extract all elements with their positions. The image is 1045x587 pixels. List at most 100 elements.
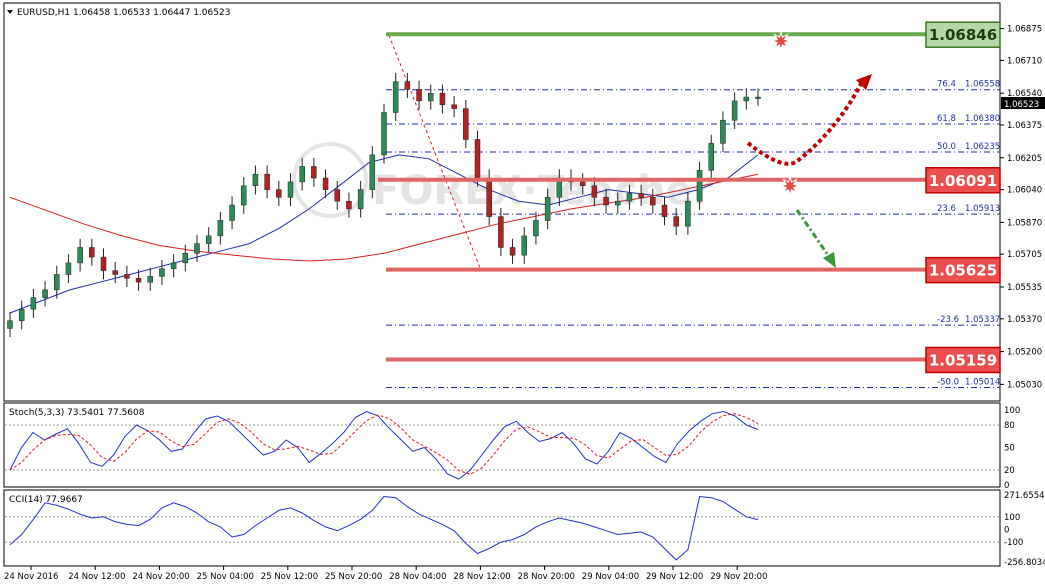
scenario-up-arrow xyxy=(746,77,866,166)
candle-body xyxy=(217,220,224,237)
candle-body xyxy=(89,247,95,258)
stoch-tick-label: 20 xyxy=(1004,466,1015,476)
key-level-box xyxy=(925,346,1001,374)
candle-body xyxy=(416,89,422,102)
candle-body xyxy=(299,166,305,183)
symbol-dropdown-icon[interactable] xyxy=(7,10,13,14)
main-pane-frame xyxy=(3,2,1001,402)
time-tick-label: 25 Nov 20:00 xyxy=(325,572,382,582)
candle-body xyxy=(241,185,247,206)
cci-pane-frame xyxy=(3,489,1001,567)
candle-body xyxy=(54,274,60,291)
candle-body xyxy=(194,243,200,254)
time-tick-label: 28 Nov 04:00 xyxy=(389,572,446,582)
fib-level-price: 1.05913 xyxy=(965,204,1000,214)
candle-body xyxy=(357,189,364,210)
current-price-label: 1.06523 xyxy=(1004,100,1039,110)
candle-body xyxy=(685,200,691,227)
cci-tick-label: -256.8034 xyxy=(1004,558,1045,568)
candle-body xyxy=(287,181,294,198)
candlesticks xyxy=(7,72,761,338)
cci-tick-label: -100 xyxy=(1004,538,1023,548)
stoch-main-line xyxy=(9,410,759,480)
time-tick-label: 24 Nov 20:00 xyxy=(132,572,189,582)
candle-body xyxy=(696,170,703,202)
price-tick-label: 1.06710 xyxy=(1007,56,1042,66)
breakdown-burst-icon xyxy=(779,175,801,197)
candle-body xyxy=(708,143,714,171)
fib-level-price: 1.06235 xyxy=(965,142,1000,152)
time-tick-label: 25 Nov 04:00 xyxy=(197,572,254,582)
cci-indicator: 271.6554 100 0 -100 -256.8034 xyxy=(5,491,1045,568)
fib-level-pct: 50.0 xyxy=(937,142,956,152)
fib-level-price: 1.06558 xyxy=(965,80,1000,90)
scenario-down-arrowhead xyxy=(823,252,836,268)
candle-body xyxy=(346,200,352,210)
candle-body xyxy=(474,139,481,179)
price-tick-label: 1.06540 xyxy=(1007,89,1042,99)
cci-header: CCI(14) 77.9667 xyxy=(9,495,83,505)
price-tick-label: 1.06875 xyxy=(1007,25,1042,35)
ma-slow-line xyxy=(9,173,759,262)
time-tick-label: 28 Nov 20:00 xyxy=(518,572,575,582)
cci-tick-label: 271.6554 xyxy=(1004,491,1045,501)
candle-body xyxy=(124,274,130,279)
candle-body xyxy=(404,81,411,90)
key-level-box xyxy=(925,256,1001,284)
candle-body xyxy=(42,289,48,298)
candle-body xyxy=(486,177,492,217)
candle-body xyxy=(498,216,504,248)
fib-swing-line xyxy=(388,35,482,271)
stoch-tick-label: 0 xyxy=(1004,481,1009,491)
scenario-up-arrowhead xyxy=(856,74,872,90)
candle-body xyxy=(650,197,656,206)
candle-body xyxy=(182,252,189,264)
candle-body xyxy=(65,262,72,275)
key-level-label: 1.06091 xyxy=(929,172,997,190)
price-tick-label: 1.06205 xyxy=(1007,154,1042,164)
stoch-tick-label: 50 xyxy=(1004,444,1015,454)
fibonacci-levels: 76.4 1.06558 61.8 1.06380 50.0 1.06235 23.6 1.0… xyxy=(386,35,1000,388)
candle-body xyxy=(626,193,633,202)
candle-body xyxy=(30,297,37,310)
time-tick-label: 29 Nov 20:00 xyxy=(710,572,767,582)
candle-body xyxy=(451,104,457,109)
candle-body xyxy=(544,197,551,221)
stochastic-indicator: 100 80 50 20 0 xyxy=(5,406,1020,491)
time-tick-label: 24 Nov 12:00 xyxy=(68,572,125,582)
time-tick-label: 24 Nov 2016 xyxy=(4,572,58,582)
candle-body xyxy=(7,320,13,329)
candle-body xyxy=(743,96,750,102)
candle-body xyxy=(322,177,329,190)
candle-body xyxy=(591,185,598,198)
candle-body xyxy=(381,112,387,156)
candle-body xyxy=(147,276,153,283)
candle-body xyxy=(731,100,738,121)
breakout-burst-icon xyxy=(770,30,792,52)
candle-body xyxy=(755,96,761,99)
candle-body xyxy=(205,235,212,244)
fib-level-price: 1.05337 xyxy=(965,315,1000,325)
key-level-label: 1.06846 xyxy=(929,26,997,44)
stoch-header: Stoch(5,3,3) 73.5401 77.5608 xyxy=(9,408,145,418)
candle-body xyxy=(252,173,259,187)
candle-body xyxy=(18,308,25,321)
candle-body xyxy=(100,256,107,271)
main-header: EURUSD,H1 1.06458 1.06533 1.06447 1.0652… xyxy=(17,8,230,18)
candle-body xyxy=(428,92,434,102)
price-tick-label: 1.05705 xyxy=(1007,250,1042,260)
time-tick-label: 29 Nov 04:00 xyxy=(582,572,639,582)
fib-level-pct: 23.6 xyxy=(937,204,956,214)
candle-body xyxy=(439,92,446,106)
fib-level-pct: 61.8 xyxy=(937,114,956,124)
stoch-tick-label: 100 xyxy=(1004,406,1020,416)
time-tick-label: 29 Nov 12:00 xyxy=(646,572,703,582)
price-axis: 1.06875 1.06710 1.06540 1.06375 1.06205 1.060… xyxy=(1000,25,1042,390)
candle-body xyxy=(720,119,726,144)
watermark-text: FOREX·Teacher xyxy=(372,168,713,214)
time-tick-label: 28 Nov 12:00 xyxy=(453,572,510,582)
key-level-box xyxy=(925,167,1001,194)
price-tick-label: 1.05535 xyxy=(1007,283,1042,293)
